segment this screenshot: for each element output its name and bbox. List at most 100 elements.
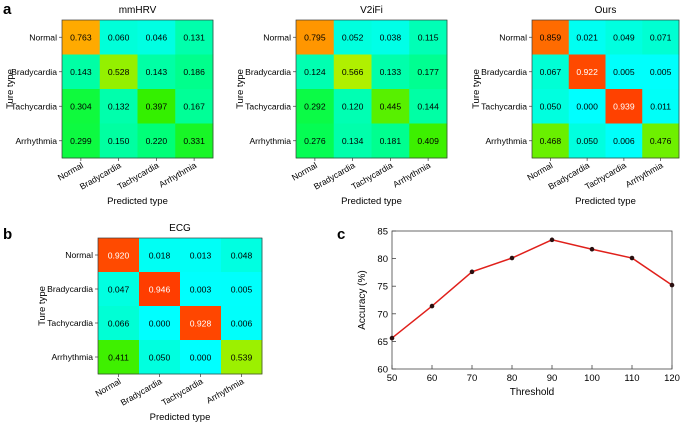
heatmap-title: ECG [169,223,191,234]
row-label-arrhythmia: Arrhythmia [51,352,93,362]
data-point [429,303,435,309]
heatmap-ecg: ECG 0.920 0.018 0.013 0.048 0.047 0.946 0.003 0.… [37,223,263,422]
heatmap-cell-label: 0.049 [613,33,635,43]
x-tick-label: 80 [507,373,518,384]
col-label-arrhythmia: Arrhythmia [391,160,432,190]
heatmap-cell-label: 0.005 [650,67,672,77]
x-tick-label: 70 [467,373,478,384]
heatmap-ylabel: Ture type [5,69,16,109]
y-tick-label: 60 [377,365,388,376]
row-label-arrhythmia: Arrhythmia [15,136,57,146]
heatmap-cell [180,238,222,273]
col-label-bradycardia: Bradycardia [78,160,123,192]
heatmap-cell [62,123,101,159]
heatmap-border [531,19,680,159]
heatmap-cell-label: 0.939 [613,102,635,112]
col-label-normal: Normal [56,160,85,183]
row-label-arrhythmia: Arrhythmia [249,136,291,146]
heatmap-cell [137,20,176,55]
heatmap-cell-label: 0.005 [613,67,635,77]
heatmap-cell-label: 0.144 [417,102,439,112]
heatmap-cell [409,20,448,55]
heatmap-cell-label: 0.115 [418,33,439,43]
heatmap-cell [409,123,448,159]
col-label-arrhythmia: Arrhythmia [157,160,198,190]
heatmap-cell [642,89,680,124]
row-label-tachycardia: Tachycardia [245,101,291,111]
heatmap-cell-label: 0.047 [108,284,130,294]
heatmap-cell [371,20,410,55]
row-label-normal: Normal [499,32,527,42]
heatmap-cell-label: 0.000 [149,318,171,328]
heatmap-cell [137,123,176,159]
heatmap-cell-label: 0.133 [380,67,402,77]
heatmap-cell-label: 0.052 [342,33,364,43]
heatmap-cell [99,54,138,90]
heatmap-cell [175,123,214,159]
panel-label-b: b [3,226,12,243]
heatmap-cell-label: 0.005 [231,284,253,294]
heatmap-cell-label: 0.143 [70,67,92,77]
heatmap-cell-label: 0.763 [70,33,92,43]
heatmap-cell [62,89,101,124]
heatmap-cell-label: 0.276 [304,136,326,146]
heatmap-cell-label: 0.476 [650,136,672,146]
col-label-normal: Normal [525,160,554,183]
heatmap-ylabel: Ture type [235,69,246,109]
heatmap-cell-label: 0.528 [108,67,130,77]
heatmap-cell-label: 0.134 [342,136,364,146]
heatmap-cell [605,123,643,159]
heatmap-ylabel: Ture type [471,69,482,109]
x-tick-label: 60 [427,373,438,384]
heatmap-cell-label: 0.920 [108,250,130,260]
heatmap-cell-label: 0.120 [342,102,364,112]
heatmap-cell-label: 0.071 [650,33,672,43]
x-axis-title: Threshold [510,387,554,398]
heatmap-cell-label: 0.331 [183,136,205,146]
x-tick-label: 50 [387,373,398,384]
heatmap-cell-label: 0.050 [540,102,562,112]
row-label-bradycardia: Bradycardia [481,67,527,77]
heatmap-cell [175,89,214,124]
heatmap-cell [99,123,138,159]
plot-frame [391,230,673,370]
col-label-normal: Normal [290,160,319,183]
row-label-bradycardia: Bradycardia [47,284,93,294]
col-label-bradycardia: Bradycardia [119,376,164,408]
heatmap-cell [221,340,263,375]
row-label-normal: Normal [29,32,57,42]
col-label-tachycardia: Tachycardia [583,160,628,192]
data-point [509,255,515,261]
heatmap-cell [137,54,176,90]
row-label-normal: Normal [65,250,93,260]
heatmap-cell-label: 0.131 [183,33,205,43]
y-tick-label: 85 [377,227,388,238]
row-label-normal: Normal [263,32,291,42]
heatmap-cell-label: 0.011 [650,102,671,112]
heatmap-xlabel: Predicted type [341,196,402,207]
heatmap-cell-label: 0.000 [576,102,598,112]
heatmap-cell-label: 0.299 [70,136,92,146]
col-label-bradycardia: Bradycardia [312,160,357,192]
heatmap-cell [98,272,140,307]
x-tick-label: 90 [547,373,558,384]
y-tick-label: 75 [377,282,388,293]
heatmap-cell-label: 0.946 [149,284,171,294]
row-label-bradycardia: Bradycardia [245,67,291,77]
heatmap-cell [409,89,448,124]
heatmap-cell-label: 0.060 [108,33,130,43]
heatmap-cell-label: 0.038 [380,33,402,43]
data-point [669,282,675,288]
heatmap-cell-label: 0.046 [146,33,168,43]
heatmap-cell-label: 0.021 [576,33,598,43]
heatmap-cell-label: 0.143 [146,67,168,77]
data-point [589,246,595,252]
heatmap-ours: Ours 0.859 0.021 0.049 0.071 0.067 0.922 0.005 0… [471,5,680,207]
heatmap-cell [180,272,222,307]
heatmap-cell-label: 0.795 [304,33,326,43]
heatmap-cell [568,123,606,159]
heatmap-cell [371,54,410,90]
y-tick-label: 80 [377,254,388,265]
heatmap-cell-label: 0.445 [380,102,402,112]
row-label-bradycardia: Bradycardia [11,67,57,77]
